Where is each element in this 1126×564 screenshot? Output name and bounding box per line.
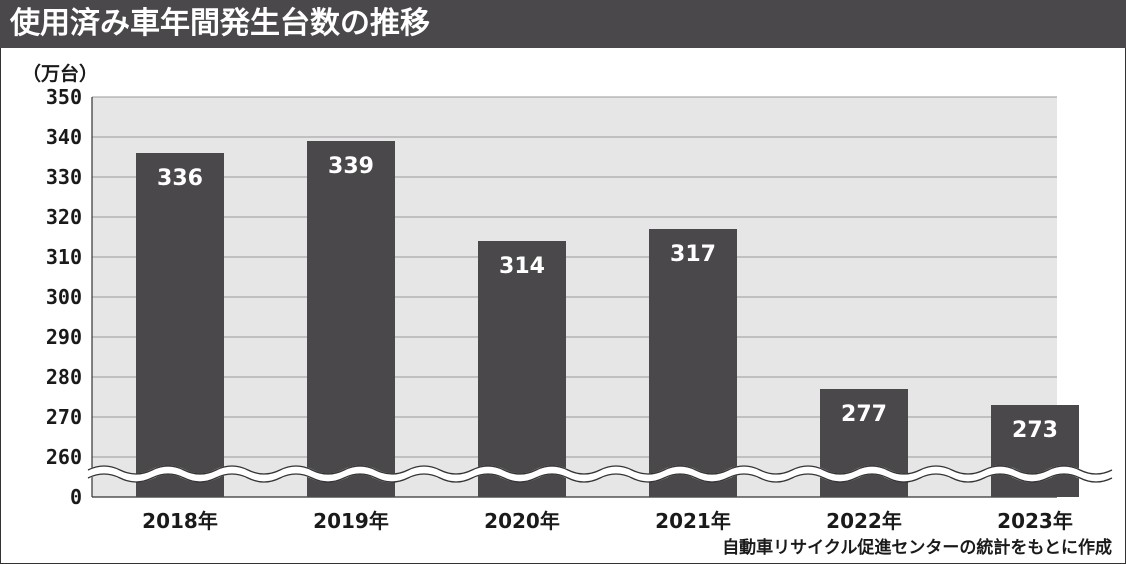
bar-value-label: 314: [499, 254, 545, 279]
chart-title: 使用済み車年間発生台数の推移: [0, 0, 1126, 48]
source-note: 自動車リサイクル促進センターの統計をもとに作成: [722, 537, 1112, 558]
y-tick-label: 280: [46, 365, 82, 389]
y-tick-label: 320: [46, 205, 82, 229]
bar-value-label: 273: [1012, 418, 1058, 443]
bar-value-label: 277: [841, 402, 887, 427]
y-tick-label: 260: [46, 445, 82, 469]
axis-break-band: [85, 465, 1115, 483]
y-tick-label: 330: [46, 165, 82, 189]
bar: [307, 141, 395, 497]
axis-break-line: [87, 473, 1113, 483]
x-tick-label: 2020年: [484, 509, 560, 533]
x-tick-label: 2023年: [997, 509, 1073, 533]
y-tick-label: 0: [70, 485, 82, 509]
y-axis-unit-label: （万台）: [22, 62, 98, 85]
axis-break-line: [87, 465, 1113, 475]
bar: [478, 241, 566, 497]
bar-value-label: 336: [157, 166, 203, 191]
y-tick-label: 290: [46, 325, 82, 349]
y-tick-label: 310: [46, 245, 82, 269]
x-tick-label: 2019年: [313, 509, 389, 533]
x-tick-label: 2018年: [142, 509, 218, 533]
x-tick-label: 2022年: [826, 509, 902, 533]
bar: [136, 153, 224, 497]
bar-value-label: 317: [670, 242, 716, 267]
bar: [649, 229, 737, 497]
x-tick-label: 2021年: [655, 509, 731, 533]
y-tick-label: 300: [46, 285, 82, 309]
y-tick-label: 350: [46, 85, 82, 109]
plot-area: 350 340 330 320 310 300 290 280 270 260 0 336 2018年 3…: [46, 85, 1115, 533]
y-tick-label: 340: [46, 125, 82, 149]
y-tick-label: 270: [46, 405, 82, 429]
bar-value-label: 339: [328, 154, 374, 179]
